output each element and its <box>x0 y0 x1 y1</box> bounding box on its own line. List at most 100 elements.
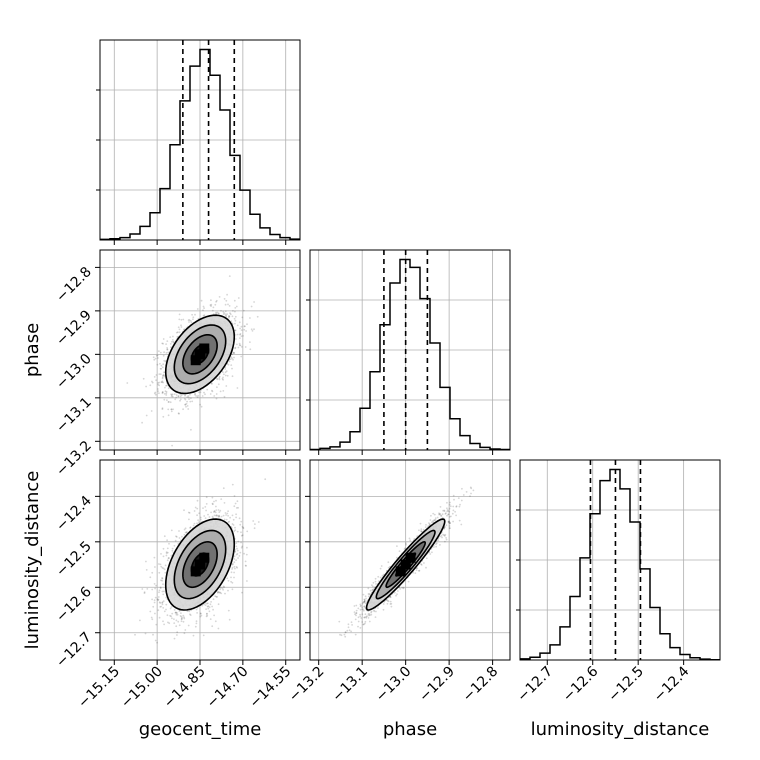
sample-point <box>235 507 238 509</box>
sample-point <box>157 388 159 390</box>
sample-point <box>170 395 173 398</box>
sample-point <box>228 618 231 621</box>
sample-point <box>223 298 226 300</box>
sample-point <box>157 382 160 384</box>
sample-point <box>244 325 246 328</box>
sample-point <box>234 502 237 505</box>
sample-point <box>211 502 214 505</box>
sample-point <box>226 313 229 315</box>
sample-point <box>214 595 217 598</box>
sample-point <box>166 614 169 617</box>
sample-point <box>205 509 208 512</box>
sample-point <box>161 391 164 394</box>
sample-point <box>189 400 192 403</box>
sample-point <box>187 408 190 410</box>
sample-point <box>245 330 248 332</box>
sample-point <box>164 386 166 389</box>
sample-point <box>158 571 161 574</box>
sample-point <box>455 505 458 508</box>
sample-point <box>163 393 166 395</box>
sample-point <box>202 507 204 509</box>
sample-point <box>155 623 158 626</box>
sample-point <box>199 403 202 406</box>
sample-point <box>181 535 183 538</box>
sample-point <box>246 580 248 582</box>
sample-point <box>210 511 213 514</box>
sample-point <box>180 326 183 328</box>
sample-point <box>207 513 209 516</box>
sample-point <box>196 612 199 614</box>
panel-phase-phase <box>306 249 511 455</box>
sample-point <box>192 318 194 321</box>
sample-point <box>161 381 164 384</box>
sample-point <box>238 344 241 347</box>
sample-point <box>161 603 164 606</box>
sample-point <box>187 319 190 321</box>
sample-point <box>256 315 259 318</box>
sample-point <box>340 634 343 637</box>
sample-point <box>236 324 239 327</box>
sample-point <box>238 321 241 324</box>
sample-point <box>206 614 209 617</box>
sample-point <box>166 384 168 387</box>
sample-point <box>377 607 379 609</box>
sample-point <box>219 588 222 591</box>
sample-point <box>237 346 240 349</box>
sample-point <box>154 639 157 642</box>
sample-point <box>199 612 202 615</box>
sample-point <box>205 608 208 610</box>
sample-point <box>184 403 187 406</box>
sample-point <box>151 381 154 384</box>
sample-point <box>233 505 236 508</box>
density-peak-cell <box>190 566 201 577</box>
sample-point <box>199 516 202 519</box>
sample-point <box>233 576 235 579</box>
sample-point <box>244 564 247 567</box>
sample-point <box>181 616 184 619</box>
sample-point <box>232 358 234 361</box>
sample-point <box>425 524 427 526</box>
sample-point <box>252 520 255 522</box>
sample-point <box>171 549 174 552</box>
sample-point <box>164 571 167 574</box>
sample-point <box>409 539 411 542</box>
sample-point <box>173 544 176 547</box>
sample-point <box>234 551 237 553</box>
y-tick-label: −12.8 <box>53 264 95 306</box>
sample-point <box>157 609 160 612</box>
sample-point <box>226 577 229 580</box>
sample-point <box>186 396 189 398</box>
sample-point <box>239 523 242 526</box>
sample-point <box>215 509 218 511</box>
sample-point <box>218 378 221 381</box>
sample-point <box>189 393 191 396</box>
sample-point <box>222 376 224 379</box>
sample-point <box>224 368 227 370</box>
sample-point <box>190 397 192 400</box>
sample-point <box>220 498 223 500</box>
histogram-phase <box>310 258 510 450</box>
sample-point <box>211 383 213 385</box>
sample-point <box>250 328 253 331</box>
sample-point <box>173 393 176 395</box>
sample-point <box>234 315 237 318</box>
sample-point <box>160 364 163 367</box>
sample-point <box>172 408 175 411</box>
sample-point <box>215 499 217 502</box>
sample-point <box>177 412 180 415</box>
sample-point <box>165 352 168 354</box>
sample-point <box>227 363 230 366</box>
sample-point <box>234 329 237 332</box>
sample-point <box>446 507 448 510</box>
sample-point <box>235 305 238 308</box>
contour-level-3 <box>164 314 236 395</box>
histogram-geocent_time <box>100 48 300 240</box>
sample-point <box>186 531 188 533</box>
sample-point <box>185 405 187 408</box>
sample-point <box>151 588 154 591</box>
sample-point <box>179 395 182 398</box>
sample-point <box>440 514 442 517</box>
x-tick-label: −14.70 <box>204 664 252 712</box>
sample-point <box>237 297 240 299</box>
sample-point <box>211 390 214 393</box>
